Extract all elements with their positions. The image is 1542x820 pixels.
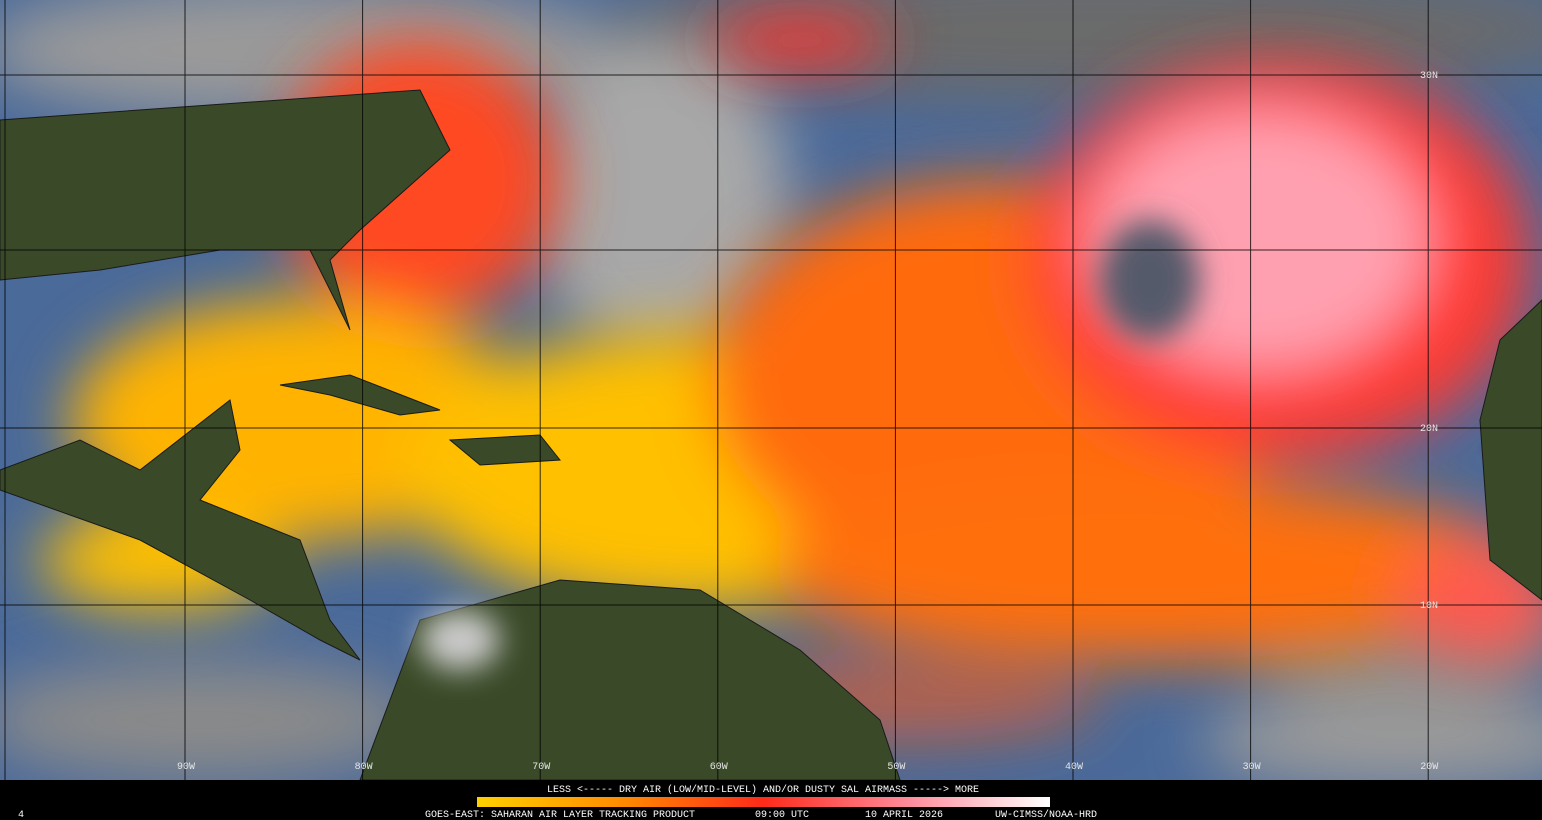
legend-caption: LESS <----- DRY AIR (LOW/MID-LEVEL) AND/… (547, 784, 979, 796)
frame-number: 4 (18, 810, 24, 820)
color-bar (477, 797, 1050, 807)
lon-label: 30W (1243, 762, 1261, 773)
time: 09:00 UTC (755, 810, 809, 820)
land (0, 89, 1542, 780)
graticule-labels: 90W 80W 70W 60W 50W 40W 30W 20W 30N 20N 10N (177, 71, 1438, 773)
lon-label: 60W (710, 762, 728, 773)
credit: UW-CIMSS/NOAA-HRD (995, 809, 1097, 820)
lat-label: 30N (1420, 71, 1438, 82)
lon-label: 90W (177, 762, 195, 773)
lon-label: 70W (532, 762, 550, 773)
lon-label: 40W (1065, 762, 1083, 773)
lat-label: 10N (1420, 601, 1438, 612)
lat-label: 20N (1420, 424, 1438, 435)
graticule (0, 0, 1542, 780)
date: 10 APRIL 2026 (865, 810, 943, 820)
lon-label: 50W (887, 762, 905, 773)
lon-label: 80W (355, 762, 373, 773)
imagery: 90W 80W 70W 60W 50W 40W 30W 20W 30N 20N 10N (0, 0, 1542, 780)
product-name: GOES-EAST: SAHARAN AIR LAYER TRACKING PR… (425, 810, 695, 820)
cloud-patch (1100, 220, 1200, 340)
cloud-patch (420, 610, 500, 670)
lon-label: 20W (1420, 762, 1438, 773)
